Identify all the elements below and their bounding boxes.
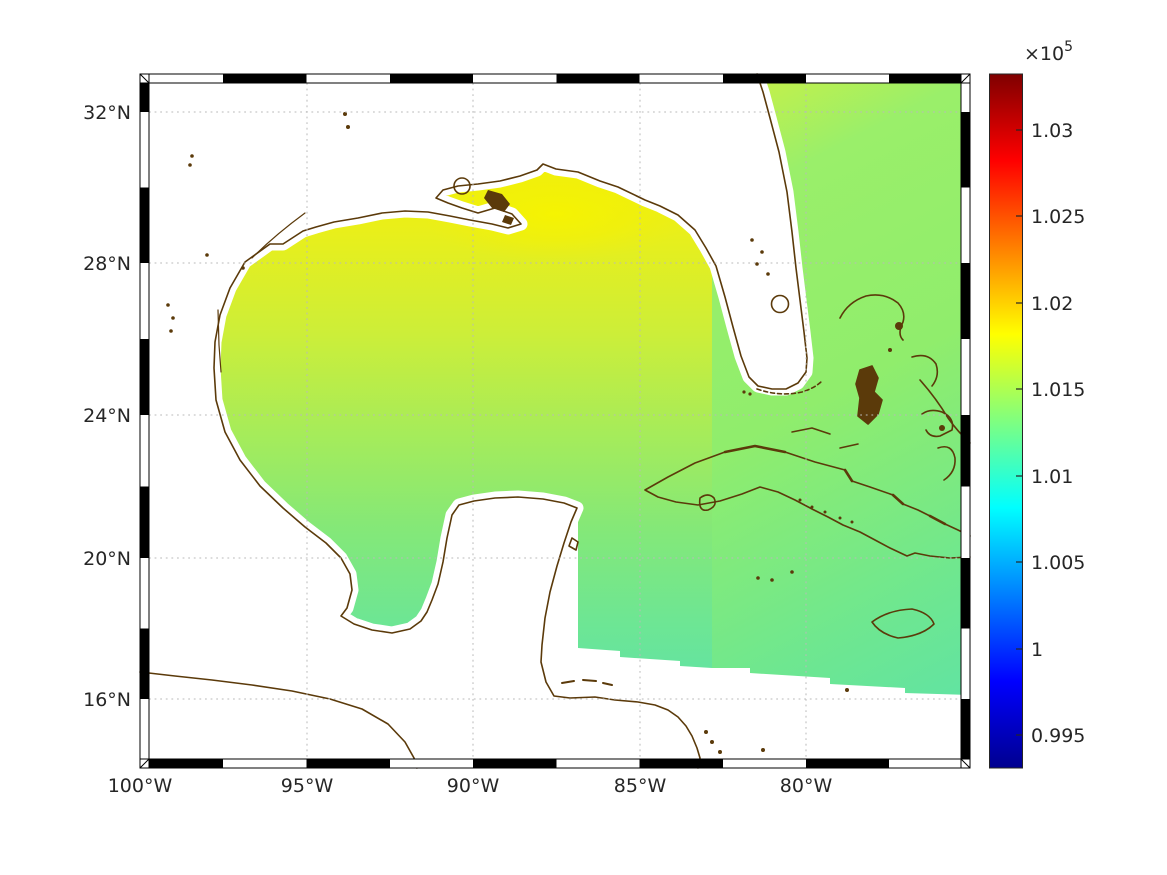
coastline-cuba-north-detail (723, 444, 947, 526)
colorbar-label-0-995: 0.995 (1031, 725, 1085, 747)
colorbar-label-1-005: 1.005 (1031, 552, 1085, 574)
island-and-lake-specks (166, 112, 969, 754)
axis-labels: 32°N 28°N 24°N 20°N 16°N 100°W 95°W 90°W… (83, 102, 832, 797)
x-tick-90w: 90°W (447, 775, 500, 797)
coastline-isla-juventud (698, 494, 716, 512)
coastline-florida-keys (756, 380, 823, 395)
colorbar-ticks (1016, 129, 1023, 736)
frame-black-segments (140, 74, 970, 768)
frame-corner-bevels (139, 73, 971, 769)
y-tick-32n: 32°N (83, 102, 131, 124)
lake-pontchartrain (453, 177, 471, 195)
coastline-bahamas-long-island-arc (937, 445, 956, 481)
map-frame (139, 73, 971, 769)
colorbar-scale-prefix: ×10 (1024, 43, 1064, 65)
lake-okeechobee (770, 294, 790, 314)
y-tick-28n: 28°N (83, 253, 131, 275)
field-gulf-region (214, 164, 712, 668)
y-tick-20n: 20°N (83, 548, 131, 570)
colorbar-gradient (989, 73, 1023, 769)
colorbar: 1.03 1.025 1.02 1.015 1.01 1.005 1 0.995… (989, 39, 1085, 769)
coastline-bahamas-eleuthera (911, 354, 939, 387)
mississippi-delta-marsh (484, 190, 514, 225)
x-tick-80w: 80°W (780, 775, 833, 797)
y-tick-16n: 16°N (83, 689, 131, 711)
colorbar-label-1-01: 1.01 (1031, 466, 1073, 488)
coastline-jamaica (871, 608, 935, 639)
colorbar-scale-label: ×105 (1024, 39, 1073, 65)
coastlines (139, 73, 971, 769)
x-tick-95w: 95°W (281, 775, 334, 797)
y-tick-24n: 24°N (83, 405, 131, 427)
colorbar-label-1-025: 1.025 (1031, 206, 1085, 228)
graticule (149, 83, 961, 759)
coastline-texas-lagoon (217, 212, 306, 373)
colorbar-label-1: 1 (1031, 639, 1043, 661)
coastline-cay-sal (791, 427, 859, 449)
x-tick-100w: 100°W (108, 775, 173, 797)
x-tick-85w: 85°W (614, 775, 667, 797)
coastline-bahamas-andros (855, 365, 883, 425)
colorbar-label-1-015: 1.015 (1031, 379, 1085, 401)
coastline-cozumel (568, 537, 579, 551)
colorbar-label-1-03: 1.03 (1031, 120, 1073, 142)
coastline-bay-islands (561, 679, 613, 686)
colorbar-label-1-02: 1.02 (1031, 293, 1073, 315)
colorbar-scale-exponent: 5 (1064, 39, 1073, 55)
coastline-bahamas-crooked-hook (921, 409, 954, 438)
